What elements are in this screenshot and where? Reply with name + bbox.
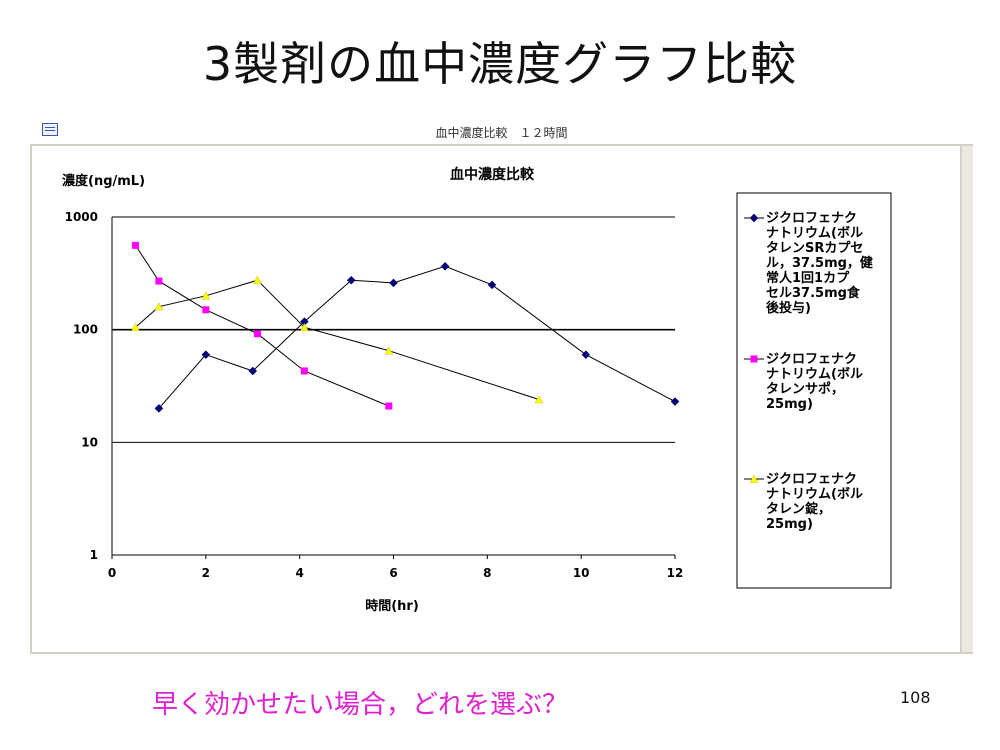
slide-title: 3製剤の血中濃度グラフ比較: [202, 37, 798, 91]
legend-3-swatch-marker: [749, 474, 759, 483]
series-3-point: [384, 346, 394, 355]
series-2-point: [300, 367, 308, 375]
series-3-point: [300, 322, 309, 331]
series-2-point: [155, 277, 163, 285]
legend-1-label: ジクロフェナクナトリウム(ボルタレンSRカプセル，37.5mg，健常人1回1カプ…: [766, 211, 873, 316]
x-tick-label: 2: [202, 566, 210, 580]
legend-box: [736, 192, 892, 589]
page-number: 108: [900, 688, 931, 707]
series-1-point: [440, 261, 450, 271]
series-2-line: [135, 245, 389, 407]
legend-1-swatch-marker: [749, 213, 759, 223]
y-axis-label: 濃度(ng/mL): [62, 173, 145, 189]
series-1-point: [670, 397, 680, 406]
series-3-line: [135, 279, 540, 400]
series-1-point: [201, 350, 211, 360]
series-1-point: [154, 404, 164, 413]
bottom-question: 早く効かせたい場合，どれを選ぶ？: [152, 690, 569, 720]
x-tick-label: 6: [389, 566, 397, 580]
form-view-icon[interactable]: [42, 123, 58, 136]
series-2-point: [385, 402, 393, 410]
series-2-point: [253, 330, 261, 338]
series-2-point: [131, 241, 139, 249]
chart-area: 血中濃度比較 濃度(ng/mL) 時間(hr) 1000 100 10 1 0 2 4 6 8 1…: [32, 146, 960, 652]
x-tick-label: 8: [483, 566, 491, 580]
series-3-point: [154, 302, 164, 311]
plot-layer: 1000 100 10 10 2 4 6 8 10 12: [65, 210, 684, 580]
y-tick-label: 1000: [65, 210, 98, 224]
series-1-point: [389, 278, 398, 288]
series-1-point: [487, 280, 497, 290]
series-1-point: [346, 275, 356, 285]
window-title: 血中濃度比較 １２時間: [435, 126, 568, 140]
series-1-point: [581, 350, 591, 360]
x-tick-label: 12: [667, 566, 684, 580]
series-2-point: [202, 306, 210, 314]
window-titlebar: 血中濃度比較 １２時間: [30, 118, 973, 144]
y-tick-label: 1: [90, 548, 98, 562]
y-tick-label: 100: [73, 323, 98, 337]
series-3-point: [201, 291, 211, 300]
x-tick-label: 4: [295, 566, 303, 580]
x-tick-label: 0: [108, 566, 116, 580]
x-axis-label: 時間(hr): [365, 598, 419, 614]
chart-window: 血中濃度比較 １２時間 血中濃度比較 濃度(ng/mL) 時間(hr) 1000…: [30, 118, 973, 654]
x-tick-label: 10: [573, 566, 590, 580]
series-1-line: [158, 265, 676, 409]
legend: ジクロフェナクナトリウム(ボルタレンSRカプセル，37.5mg，健常人1回1カプ…: [744, 211, 873, 532]
series-3-point: [253, 275, 262, 284]
vertical-scrollbar[interactable]: [962, 146, 973, 652]
legend-2-swatch-marker: [750, 355, 758, 363]
series-3-point: [534, 395, 544, 404]
chart-title: 血中濃度比較: [450, 166, 535, 183]
series-1-point: [248, 366, 258, 376]
legend-2-label: ジクロフェナクナトリウム(ボルタレンサポ， 25mg): [766, 352, 863, 412]
legend-3-label: ジクロフェナクナトリウム(ボルタレン錠， 25mg): [766, 472, 863, 532]
series-3-point: [131, 322, 140, 331]
y-tick-label: 10: [81, 435, 98, 449]
